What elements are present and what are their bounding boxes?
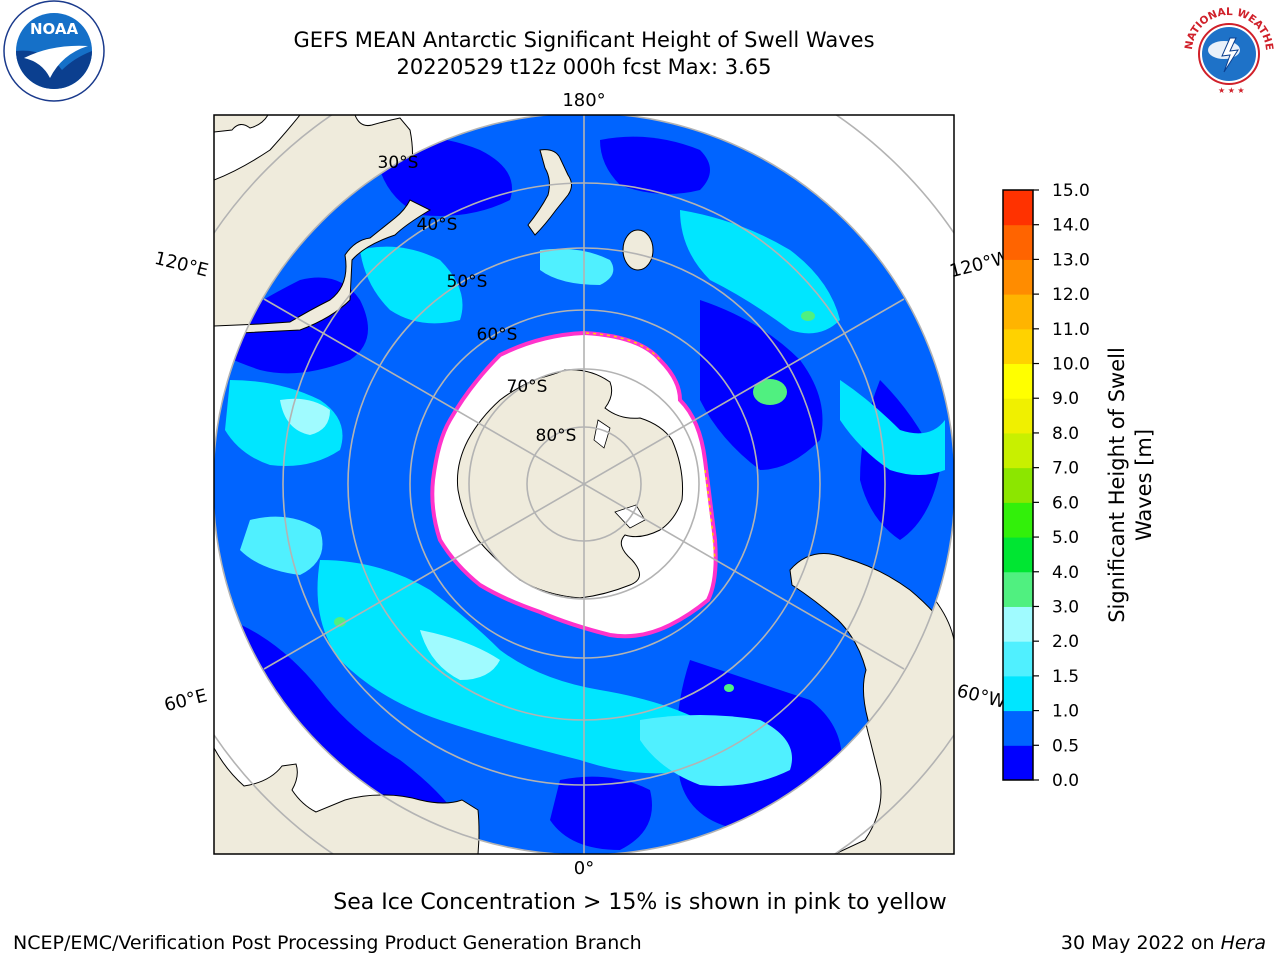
lat-label: 40°S (417, 215, 458, 235)
colorbar-label-line2: Waves [m] (1132, 429, 1156, 541)
antarctica-land (457, 369, 683, 599)
colorbar-segment (1003, 606, 1033, 642)
colorbar-segment (1003, 571, 1033, 607)
graticule (214, 115, 954, 854)
colorbar-tick-label: 12.0 (1052, 285, 1090, 305)
footer-date-text: 30 May 2022 on (1060, 932, 1221, 954)
colorbar: 0.0 0.5 1.0 1.5 2.0 3.0 4.0 5.0 6.0 7.0 8.0 9.0 10.0… (1002, 181, 1090, 791)
colorbar-segment (1003, 675, 1033, 712)
colorbar-segment (1003, 363, 1033, 399)
lon-label-180: 180° (562, 90, 605, 111)
colorbar-segment (1003, 467, 1033, 503)
colorbar-segment (1003, 502, 1033, 538)
colorbar-tick-label: 0.5 (1052, 736, 1079, 756)
colorbar-segment (1003, 259, 1033, 295)
footer-date: 30 May 2022 on Hera (1061, 932, 1266, 954)
colorbar-segment (1003, 224, 1033, 260)
lat-label: 70°S (507, 377, 548, 397)
colorbar-segment (1003, 398, 1033, 434)
colorbar-tick-label: 9.0 (1052, 389, 1079, 409)
lon-label-60e: 60°E (162, 685, 209, 716)
colorbar-segment (1003, 537, 1033, 573)
colorbar-segment (1003, 294, 1033, 330)
colorbar-segment (1003, 641, 1033, 677)
colorbar-tick-label: 1.0 (1052, 702, 1079, 722)
footer-credit: NCEP/EMC/Verification Post Processing Pr… (13, 932, 642, 954)
chart-title: GEFS MEAN Antarctic Significant Height o… (293, 28, 875, 52)
colorbar-segment (1003, 745, 1033, 781)
colorbar-tick-label: 13.0 (1052, 250, 1090, 270)
colorbar-tick-label: 1.5 (1052, 667, 1079, 687)
colorbar-tick-label: 8.0 (1052, 424, 1079, 444)
colorbar-tick-label: 6.0 (1052, 493, 1079, 513)
lon-label-60w: 60°W (955, 680, 1009, 712)
lat-label: 50°S (447, 272, 488, 292)
colorbar-tick-label: 2.0 (1052, 632, 1079, 652)
colorbar-segment (1003, 190, 1033, 226)
footer-machine: Hera (1220, 932, 1266, 954)
map-frame (213, 114, 955, 855)
colorbar-label-line1: Significant Height of Swell (1105, 347, 1129, 623)
colorbar-tick-label: 10.0 (1052, 355, 1090, 375)
colorbar-tick-label: 11.0 (1052, 320, 1090, 340)
colorbar-tick-label: 14.0 (1052, 216, 1090, 236)
lon-label-0: 0° (574, 858, 594, 879)
lat-label: 60°S (477, 325, 518, 345)
colorbar-tick-label: 5.0 (1052, 528, 1079, 548)
colorbar-tick-label: 0.0 (1052, 771, 1079, 791)
lon-label-120e: 120°E (152, 248, 210, 282)
colorbar-tick-label: 3.0 (1052, 597, 1079, 617)
colorbar-segment (1003, 328, 1033, 365)
colorbar-tick-label: 4.0 (1052, 563, 1079, 583)
noaa-logo: NOAA (3, 0, 105, 102)
noaa-logo-text: NOAA (30, 20, 79, 38)
colorbar-segment (1003, 710, 1033, 746)
chart-subtitle: 20220529 t12z 000h fcst Max: 3.65 (396, 55, 772, 79)
colorbar-tick-label: 15.0 (1052, 181, 1090, 201)
colorbar-frame (1002, 189, 1034, 781)
lat-label: 80°S (536, 426, 577, 446)
nws-logo: NATIONAL WEATHER SERVICE ★ ★ ★ (1178, 0, 1277, 100)
svg-text:★ ★ ★: ★ ★ ★ (1218, 86, 1245, 95)
colorbar-tick-label: 7.0 (1052, 459, 1079, 479)
lat-label: 30°S (378, 153, 419, 173)
colorbar-segment (1003, 432, 1033, 469)
sea-ice-caption: Sea Ice Concentration > 15% is shown in … (333, 890, 947, 915)
